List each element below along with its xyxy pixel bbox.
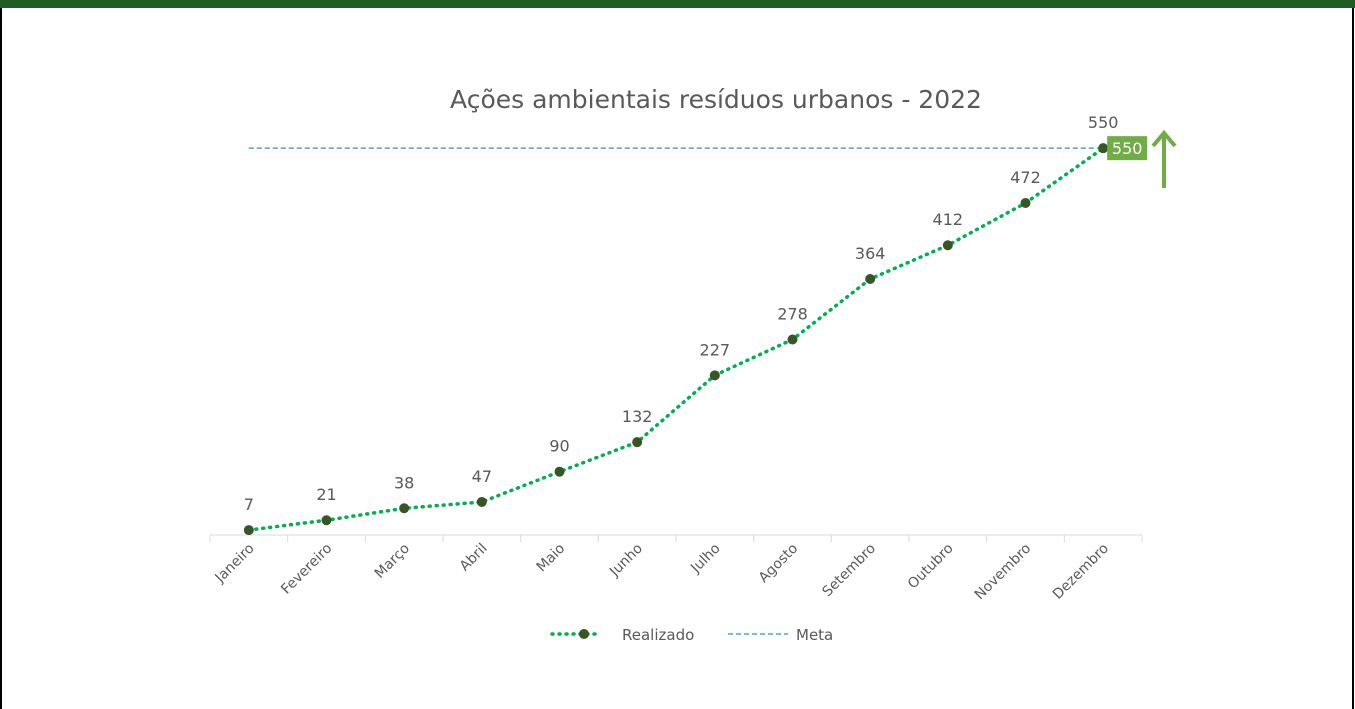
x-tick-label: Abril [457,541,491,575]
x-tick-label: Junho [606,541,646,581]
realizado-line [247,146,1105,532]
data-label: 132 [622,407,653,426]
meta-data-label: 550 [1112,139,1143,158]
data-label: 38 [394,473,414,492]
realizado-marker [1020,198,1031,209]
data-label: 227 [700,340,731,359]
data-label: 21 [316,485,336,504]
data-label: 7 [244,495,254,514]
realizado-marker [243,525,254,536]
realizado-marker [1098,143,1109,154]
data-label: 550 [1088,113,1119,132]
data-label: 90 [549,437,569,456]
realizado-marker [865,273,876,284]
data-label: 47 [472,467,492,486]
realizado-marker [476,496,487,507]
legend-marker [579,629,589,639]
realizado-marker [709,370,720,381]
legend-label: Meta [796,626,833,644]
header-bar [0,0,1355,8]
x-tick-label: Outubro [905,541,957,593]
legend-label: Realizado [622,626,694,644]
data-label: 278 [777,304,808,323]
realizado-marker [399,503,410,514]
realizado-marker [632,437,643,448]
x-tick-label: Novembro [972,541,1035,604]
realizado-marker [942,240,953,251]
x-tick-label: Maio [534,541,569,576]
realizado-marker [554,466,565,477]
goal-arrow [1151,129,1177,188]
chart-title: Ações ambientais resíduos urbanos - 2022 [450,85,982,114]
realizado-marker [321,515,332,526]
realizado-marker [787,334,798,345]
data-label: 412 [933,210,964,229]
x-tick-label: Julho [687,541,723,577]
data-label: 472 [1010,168,1041,187]
x-tick-label: Setembro [819,541,878,600]
x-tick-label: Dezembro [1050,541,1112,603]
x-tick-label: Março [372,541,413,582]
data-label: 364 [855,244,886,263]
x-tick-label: Agosto [756,541,802,587]
x-tick-label: Fevereiro [278,541,335,598]
meta-label-box [1107,136,1148,161]
x-tick-label: Janeiro [212,541,258,587]
